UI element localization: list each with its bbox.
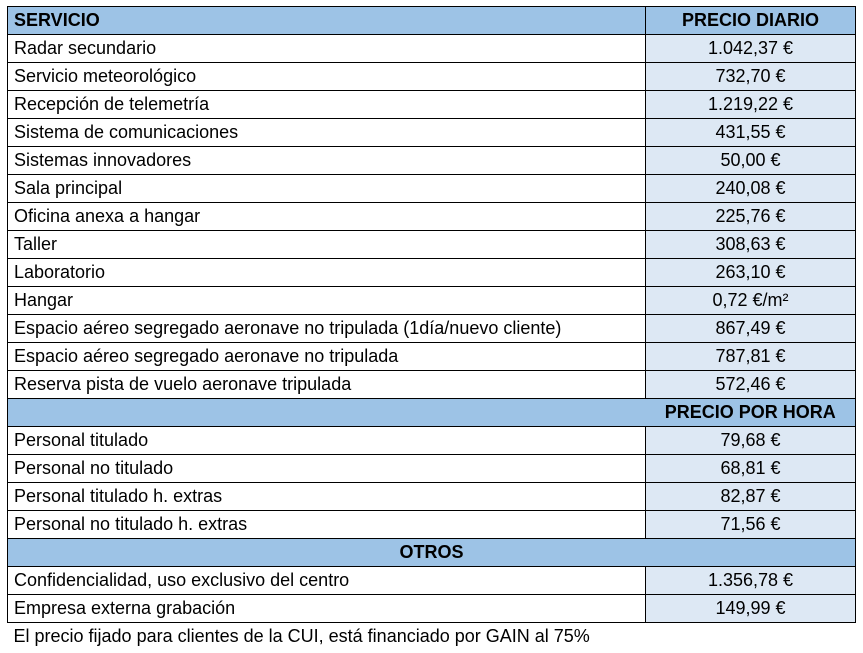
service-name-cell: Personal titulado h. extras — [7, 482, 646, 511]
table-row: Personal titulado 79,68 € — [7, 426, 856, 455]
table-header-row: SERVICIO PRECIO DIARIO — [7, 6, 856, 35]
price-cell: 79,68 € — [645, 426, 856, 455]
other-header-row: OTROS — [7, 538, 856, 567]
price-cell: 68,81 € — [645, 454, 856, 483]
price-cell: 263,10 € — [645, 258, 856, 287]
table-row: Oficina anexa a hangar 225,76 € — [7, 202, 856, 231]
service-name-cell: Personal no titulado — [7, 454, 646, 483]
service-name-cell: Sala principal — [7, 174, 646, 203]
service-name-cell: Sistemas innovadores — [7, 146, 646, 175]
table-row: Taller 308,63 € — [7, 230, 856, 259]
price-cell: 572,46 € — [645, 370, 856, 399]
table-row: Laboratorio 263,10 € — [7, 258, 856, 287]
hourly-header-spacer — [7, 398, 646, 427]
price-cell: 867,49 € — [645, 314, 856, 343]
table-row: Radar secundario 1.042,37 € — [7, 34, 856, 63]
table-row: Recepción de telemetría 1.219,22 € — [7, 90, 856, 119]
service-name-cell: Recepción de telemetría — [7, 90, 646, 119]
service-name-cell: Personal titulado — [7, 426, 646, 455]
price-cell: 1.356,78 € — [645, 566, 856, 595]
header-hourly-price: PRECIO POR HORA — [645, 398, 856, 427]
service-name-cell: Oficina anexa a hangar — [7, 202, 646, 231]
service-name-cell: Espacio aéreo segregado aeronave no trip… — [7, 342, 646, 371]
price-cell: 732,70 € — [645, 62, 856, 91]
service-name-cell: Empresa externa grabación — [7, 594, 646, 623]
price-cell: 71,56 € — [645, 510, 856, 539]
price-cell: 149,99 € — [645, 594, 856, 623]
price-cell: 431,55 € — [645, 118, 856, 147]
footnote: El precio fijado para clientes de la CUI… — [7, 622, 856, 651]
header-daily-price: PRECIO DIARIO — [645, 6, 856, 35]
service-name-cell: Hangar — [7, 286, 646, 315]
service-name-cell: Servicio meteorológico — [7, 62, 646, 91]
price-cell: 50,00 € — [645, 146, 856, 175]
service-name-cell: Sistema de comunicaciones — [7, 118, 646, 147]
table-row: Reserva pista de vuelo aeronave tripulad… — [7, 370, 856, 399]
footnote-row: El precio fijado para clientes de la CUI… — [7, 622, 856, 651]
price-table-sheet: SERVICIO PRECIO DIARIO Radar secundario 1… — [7, 6, 856, 651]
table-row: Confidencialidad, uso exclusivo del cent… — [7, 566, 856, 595]
price-cell: 308,63 € — [645, 230, 856, 259]
price-cell: 1.042,37 € — [645, 34, 856, 63]
table-row: Personal no titulado 68,81 € — [7, 454, 856, 483]
table-row: Empresa externa grabación 149,99 € — [7, 594, 856, 623]
price-table: SERVICIO PRECIO DIARIO Radar secundario 1… — [7, 6, 856, 651]
price-cell: 82,87 € — [645, 482, 856, 511]
service-name-cell: Personal no titulado h. extras — [7, 510, 646, 539]
table-row: Servicio meteorológico 732,70 € — [7, 62, 856, 91]
table-row: Espacio aéreo segregado aeronave no trip… — [7, 314, 856, 343]
price-cell: 240,08 € — [645, 174, 856, 203]
header-service: SERVICIO — [7, 6, 646, 35]
table-row: Sistema de comunicaciones 431,55 € — [7, 118, 856, 147]
table-row: Sala principal 240,08 € — [7, 174, 856, 203]
service-name-cell: Radar secundario — [7, 34, 646, 63]
service-name-cell: Reserva pista de vuelo aeronave tripulad… — [7, 370, 646, 399]
price-cell: 1.219,22 € — [645, 90, 856, 119]
price-cell: 225,76 € — [645, 202, 856, 231]
table-row: Personal titulado h. extras 82,87 € — [7, 482, 856, 511]
service-name-cell: Laboratorio — [7, 258, 646, 287]
table-row: Hangar 0,72 €/m² — [7, 286, 856, 315]
header-other: OTROS — [7, 538, 856, 567]
price-cell: 787,81 € — [645, 342, 856, 371]
price-cell: 0,72 €/m² — [645, 286, 856, 315]
table-row: Espacio aéreo segregado aeronave no trip… — [7, 342, 856, 371]
table-row: Personal no titulado h. extras 71,56 € — [7, 510, 856, 539]
hourly-header-row: PRECIO POR HORA — [7, 398, 856, 427]
service-name-cell: Taller — [7, 230, 646, 259]
service-name-cell: Espacio aéreo segregado aeronave no trip… — [7, 314, 646, 343]
service-name-cell: Confidencialidad, uso exclusivo del cent… — [7, 566, 646, 595]
table-row: Sistemas innovadores 50,00 € — [7, 146, 856, 175]
